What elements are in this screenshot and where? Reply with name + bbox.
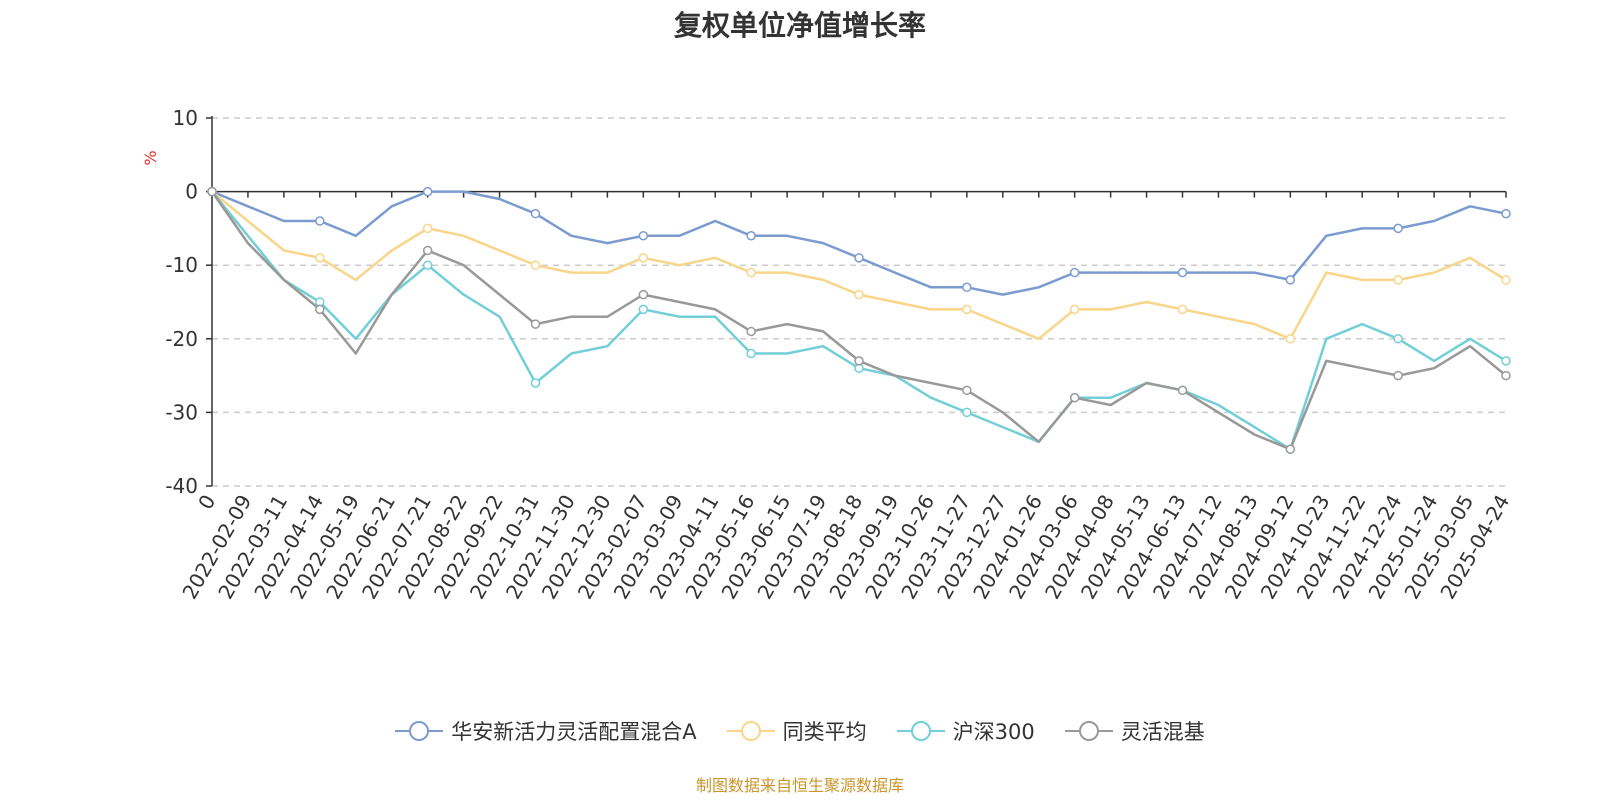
data-point[interactable] [854,253,864,263]
data-point[interactable] [422,223,433,234]
series-layer [207,186,1511,454]
data-point[interactable] [1501,356,1511,366]
data-point[interactable] [962,407,972,418]
y-axis-unit: % [141,150,160,165]
data-point[interactable] [1501,275,1511,285]
legend-label: 沪深300 [952,720,1035,744]
legend-line-icon [395,721,444,741]
data-point[interactable] [962,304,972,315]
data-point[interactable] [530,260,541,270]
data-point[interactable] [1177,304,1188,315]
data-point[interactable] [1393,334,1403,344]
data-point[interactable] [962,385,972,396]
legend-label: 同类平均 [782,720,867,744]
data-point[interactable] [638,304,649,315]
data-point[interactable] [638,231,649,241]
data-point[interactable] [1393,275,1403,285]
data-point[interactable] [422,245,433,256]
data-point[interactable] [1285,334,1296,344]
y-tick-label: -30 [165,400,198,424]
legend-line-icon [1064,721,1113,741]
data-point[interactable] [1177,385,1188,396]
data-point[interactable] [638,289,649,300]
legend-item-csi300[interactable]: 沪深300 [896,716,1035,746]
data-point[interactable] [746,231,756,241]
data-point[interactable] [530,378,541,388]
grid-lines [212,117,1506,487]
data-point[interactable] [962,282,972,293]
data-point[interactable] [315,253,325,263]
legend-line-icon [896,721,945,741]
data-point[interactable] [315,304,325,315]
data-point[interactable] [1393,370,1403,381]
data-point[interactable] [1393,223,1403,234]
y-tick-label: -40 [165,474,198,498]
data-point[interactable] [1501,370,1511,381]
series-line-3[interactable] [210,190,1507,451]
y-tick-label: 10 [173,106,198,130]
chart-title: 复权单位净值增长率 [673,9,926,42]
data-source-note: 制图数据来自恒生聚源数据库 [695,776,904,795]
y-tick-label: -10 [165,253,198,277]
data-point[interactable] [422,186,433,197]
data-point[interactable] [1069,392,1080,403]
legend: 华安新活力灵活配置混合A 同类平均 沪深300 灵活混基 [0,716,1600,746]
y-tick-label: 0 [185,180,198,204]
data-point[interactable] [638,253,649,263]
legend-line-icon [726,721,775,741]
data-point[interactable] [1069,267,1080,278]
legend-item-category-average[interactable]: 同类平均 [726,716,867,746]
legend-label: 灵活混基 [1120,720,1205,744]
y-tick-label: -20 [165,327,198,351]
data-point[interactable] [854,356,864,366]
data-point[interactable] [1069,304,1080,315]
data-point[interactable] [1501,208,1511,219]
data-point[interactable] [1285,275,1296,285]
legend-label: 华安新活力灵活配置混合A [451,720,697,744]
series-line-2[interactable] [211,190,1507,451]
data-point[interactable] [207,186,217,197]
data-point[interactable] [315,216,325,226]
data-point[interactable] [1177,267,1188,278]
legend-item-flexible-mixed[interactable]: 灵活混基 [1064,716,1205,746]
data-point[interactable] [854,289,864,300]
data-point[interactable] [422,260,433,270]
data-point[interactable] [530,319,541,329]
series-line-1[interactable] [211,190,1507,341]
legend-item-fund[interactable]: 华安新活力灵活配置混合A [395,716,697,746]
data-point[interactable] [1285,444,1296,454]
tick-labels: 100-10-20-30-40%02022-02-092022-03-11202… [141,106,1514,603]
data-point[interactable] [530,208,541,219]
line-chart: 100-10-20-30-40%02022-02-092022-03-11202… [141,106,1514,603]
data-point[interactable] [746,267,756,278]
data-point[interactable] [746,326,756,337]
data-point[interactable] [746,348,756,359]
x-tick-label: 0 [193,491,220,514]
